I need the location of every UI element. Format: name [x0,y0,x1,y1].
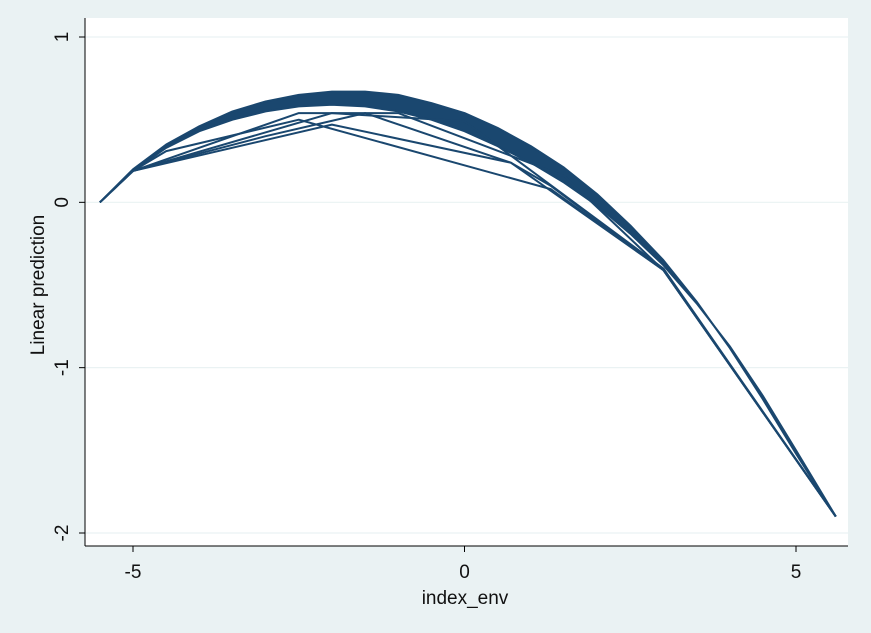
y-tick-label: -2 [52,525,73,542]
series-line [99,103,837,518]
x-tick-label: 0 [459,562,470,583]
x-tick-label: 5 [791,562,802,583]
x-axis-title: index_env [422,588,509,609]
y-tick-label: 0 [52,197,73,208]
axes: 1 0 -1 -2 -5 0 5 [52,18,848,583]
series-line [99,112,837,518]
y-axis-title: Linear prediction [28,215,49,355]
y-tick-label: -1 [52,359,73,376]
series-lines [99,90,837,518]
grid-lines [85,36,848,534]
plot-area [85,18,848,546]
x-tick-label: -5 [125,562,142,583]
y-tick-label: 1 [52,32,73,43]
